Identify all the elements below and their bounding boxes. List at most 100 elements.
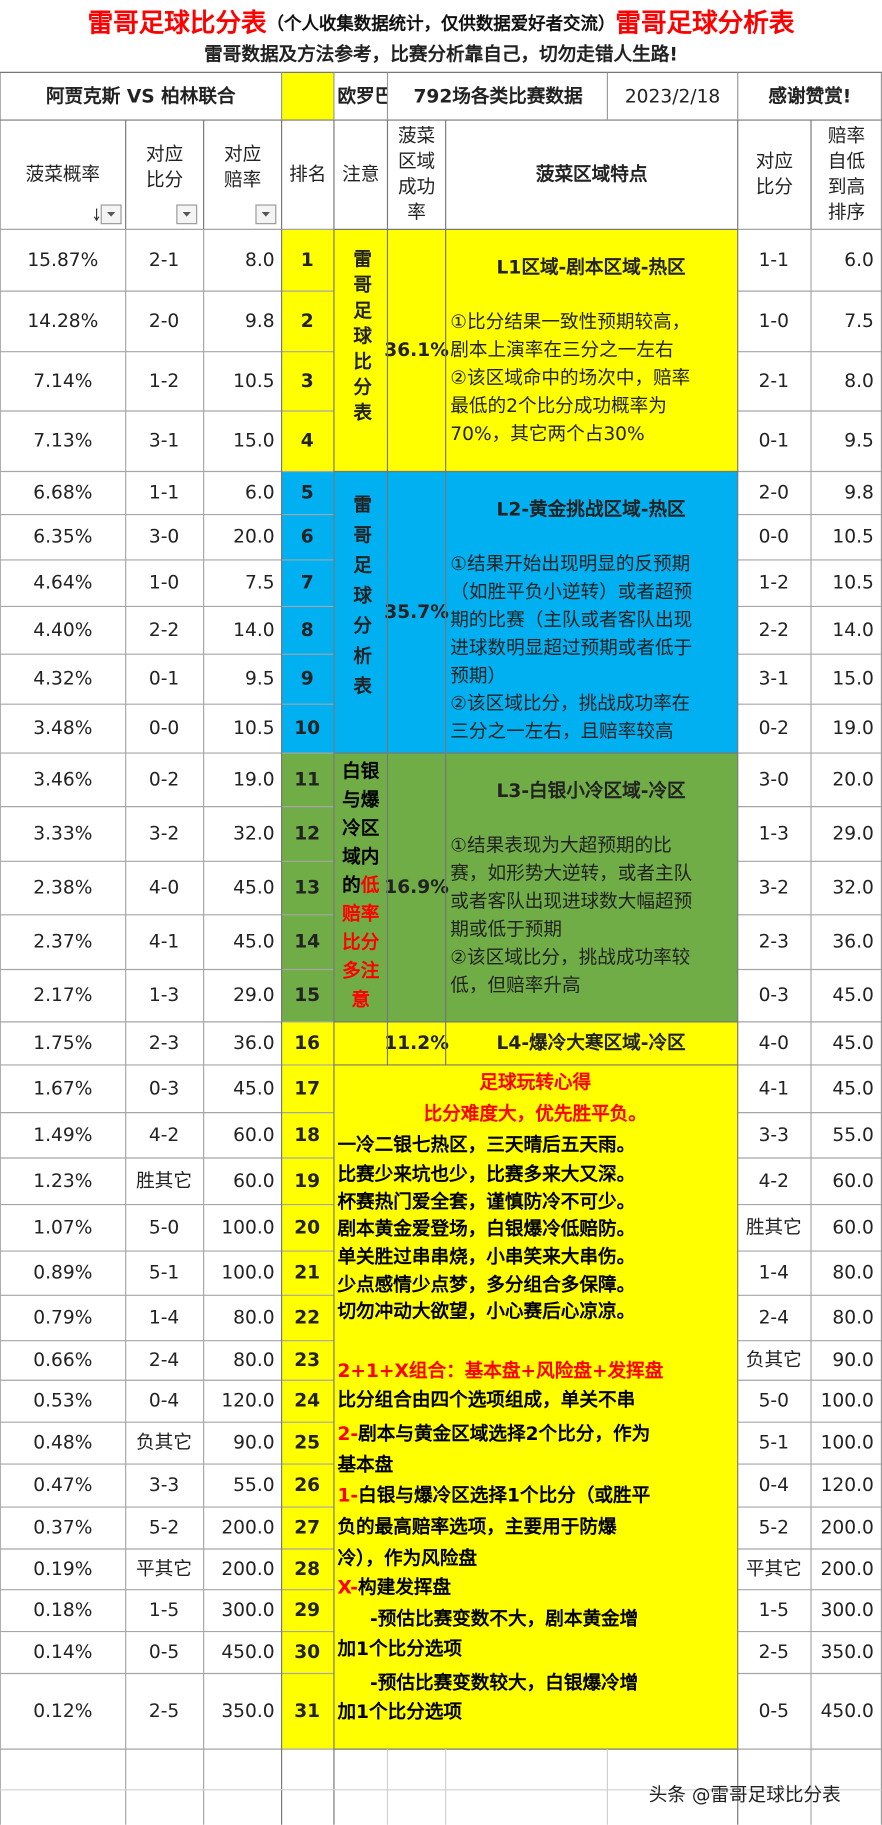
odds: 45.0 <box>233 1078 274 1099</box>
sorted-odds: 8.0 <box>844 371 874 392</box>
probability: 6.68% <box>33 483 92 504</box>
sorted-score: 0-2 <box>759 718 789 739</box>
sorted-odds: 10.5 <box>832 527 873 548</box>
panel-line: 足球玩转心得 <box>479 1071 591 1093</box>
panel-part: 加1个比分选项 <box>336 1700 462 1722</box>
rank: 5 <box>301 483 314 504</box>
rank: 26 <box>294 1475 320 1496</box>
panel-line: 切勿冲动大欲望，小心赛后心凉凉。 <box>337 1300 635 1322</box>
zone-note-line: 的低 <box>342 874 380 896</box>
zone-bg <box>333 471 738 754</box>
filter-arrow <box>107 212 116 217</box>
score: 2-5 <box>149 1701 179 1722</box>
odds: 14.0 <box>233 620 274 641</box>
sorted-score: 5-2 <box>759 1518 789 1539</box>
sorted-odds: 200.0 <box>821 1518 874 1539</box>
panel-part: 少点感情少点梦，多分组合多保障。 <box>336 1273 635 1295</box>
panel-line: 比分组合由四个选项组成，单关不串 <box>337 1389 635 1411</box>
probability: 0.89% <box>33 1263 92 1284</box>
sorted-score: 3-0 <box>759 769 789 790</box>
zone-bg <box>333 229 738 472</box>
zone-note-line: 意 <box>351 988 370 1010</box>
score: 0-2 <box>149 769 179 790</box>
odds: 20.0 <box>233 527 274 548</box>
column-header: 到高 <box>828 177 865 198</box>
sorted-score: 3-2 <box>759 878 789 899</box>
zone-note: 雷哥足球分析表 <box>350 495 372 707</box>
score: 1-1 <box>149 483 179 504</box>
sorted-odds: 9.5 <box>844 431 874 452</box>
column-header: 菠菜 <box>398 126 435 147</box>
rank: 11 <box>294 769 320 790</box>
subtitle: 雷哥数据及方法参考，比赛分析靠自己，切勿走错人生路! <box>204 43 678 65</box>
score: 2-2 <box>149 620 179 641</box>
panel-line: 负的最高赔率选项，主要用于防爆 <box>337 1515 617 1537</box>
sorted-odds: 60.0 <box>832 1217 873 1238</box>
panel-part: -预估比赛变数不大，剧本黄金增 <box>370 1607 638 1629</box>
odds: 15.0 <box>233 431 274 452</box>
sorted-score: 4-0 <box>759 1033 789 1054</box>
sorted-score: 2-4 <box>759 1308 789 1329</box>
probability: 4.40% <box>33 620 92 641</box>
panel-line: 单关胜过串串烧，小串笑来大串伤。 <box>337 1245 635 1267</box>
zone-rate: 16.9% <box>384 877 449 898</box>
score: 3-0 <box>149 527 179 548</box>
score: 2-0 <box>149 311 179 332</box>
zone-text: ①结果开始出现明显的反预期 <box>450 554 690 575</box>
odds: 80.0 <box>233 1350 274 1371</box>
column-header: 菠菜概率 <box>26 164 100 185</box>
odds: 200.0 <box>221 1559 274 1580</box>
zone-note-part: 白银 <box>342 760 380 782</box>
sorted-score: 0-3 <box>759 985 789 1006</box>
title-left: 雷哥足球比分表 <box>88 9 267 39</box>
watermark: 头条 @雷哥足球比分表 <box>649 1785 841 1806</box>
panel-line: 加1个比分选项 <box>336 1638 462 1660</box>
odds: 60.0 <box>233 1125 274 1146</box>
sorted-score: 1-3 <box>759 823 789 844</box>
score: 1-4 <box>149 1308 179 1329</box>
panel-part: 单关胜过串串烧，小串笑来大串伤。 <box>337 1245 635 1267</box>
rank: 31 <box>294 1701 320 1722</box>
zone-text: 期或低于预期 <box>450 919 562 940</box>
sorted-odds: 45.0 <box>832 1033 873 1054</box>
probability: 3.48% <box>33 718 92 739</box>
panel-part: 基本盘 <box>336 1454 393 1476</box>
rank: 16 <box>294 1033 320 1054</box>
rank: 20 <box>294 1217 320 1238</box>
rank: 13 <box>294 878 320 899</box>
probability: 14.28% <box>27 311 98 332</box>
probability: 1.67% <box>33 1078 92 1099</box>
thanks: 感谢赞赏! <box>768 85 851 107</box>
column-header: 比分 <box>146 170 183 191</box>
sorted-odds: 7.5 <box>844 311 874 332</box>
score: 3-2 <box>149 823 179 844</box>
zone-text: ②该区域比分，挑战成功率在 <box>450 694 690 715</box>
column-header: 菠菜区域特点 <box>536 163 648 185</box>
title-note: （个人收集数据统计，仅供数据爱好者交流） <box>267 14 616 35</box>
sorted-score: 4-1 <box>759 1078 789 1099</box>
odds: 10.5 <box>233 718 274 739</box>
score: 5-1 <box>149 1263 179 1284</box>
rank: 25 <box>294 1433 320 1454</box>
sorted-odds: 45.0 <box>832 1078 873 1099</box>
sorted-score: 1-0 <box>759 311 789 332</box>
odds: 45.0 <box>233 932 274 953</box>
sorted-odds: 300.0 <box>821 1600 874 1621</box>
probability: 1.07% <box>33 1217 92 1238</box>
score: 1-5 <box>149 1600 179 1621</box>
sorted-odds: 19.0 <box>832 718 873 739</box>
score: 0-0 <box>149 718 179 739</box>
panel-line: 剧本黄金爱登场，白银爆冷低赔防。 <box>337 1217 635 1239</box>
panel-part: 足球玩转心得 <box>479 1071 591 1093</box>
panel-line: -预估比赛变数不大，剧本黄金增 <box>370 1607 638 1629</box>
panel-part: 比分难度大，优先胜平负。 <box>424 1102 647 1124</box>
odds: 45.0 <box>233 878 274 899</box>
title-right: 雷哥足球分析表 <box>615 9 794 39</box>
panel-bg <box>333 1064 738 1750</box>
rank: 21 <box>294 1263 320 1284</box>
score: 1-2 <box>149 371 179 392</box>
rank: 24 <box>294 1391 320 1412</box>
sorted-odds: 32.0 <box>832 878 873 899</box>
competition: 欧罗巴 <box>337 85 393 107</box>
